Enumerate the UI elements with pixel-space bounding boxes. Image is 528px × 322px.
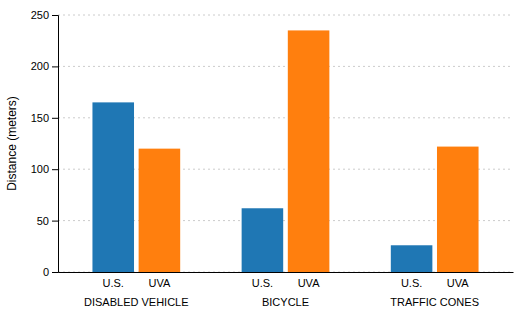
y-axis: 0 50 100 150 200 250 xyxy=(31,9,59,278)
series-tick-label: UVA xyxy=(298,277,320,289)
y-tick: 0 xyxy=(43,266,58,278)
y-tick-mark xyxy=(52,272,58,273)
y-tick-label: 100 xyxy=(31,163,49,175)
bar xyxy=(391,245,433,272)
x-labels: U.S. UVA DISABLED VEHICLE U.S. UVA BICYCLE U.S… xyxy=(84,277,479,308)
y-tick-mark xyxy=(52,221,58,222)
grid-line xyxy=(58,66,513,67)
series-tick-label: U.S. xyxy=(401,277,422,289)
y-tick-mark xyxy=(52,15,58,16)
y-tick-mark xyxy=(52,66,58,67)
chart: 0 50 100 150 200 250 Distance (meters) U.S. UVA D… xyxy=(0,0,528,322)
plot: 0 50 100 150 200 250 Distance (meters) U.S. UVA D… xyxy=(5,9,514,308)
y-tick: 250 xyxy=(31,9,58,21)
series-tick-label: U.S. xyxy=(252,277,273,289)
x-axis-line xyxy=(59,272,514,273)
series-tick-label: U.S. xyxy=(103,277,124,289)
y-tick: 200 xyxy=(31,60,58,72)
bar xyxy=(92,102,134,272)
y-axis-line xyxy=(52,16,59,273)
series-tick-label: UVA xyxy=(447,277,469,289)
category-label: BICYCLE xyxy=(262,296,309,308)
y-tick: 50 xyxy=(37,215,58,227)
y-tick-label: 150 xyxy=(31,112,49,124)
y-tick-mark xyxy=(52,169,58,170)
grid-line xyxy=(58,15,513,16)
bar xyxy=(139,149,181,272)
category-label: DISABLED VEHICLE xyxy=(84,296,189,308)
category-label: TRAFFIC CONES xyxy=(390,296,479,308)
bar xyxy=(288,30,330,272)
series-tick-label: UVA xyxy=(149,277,171,289)
y-tick-label: 0 xyxy=(43,266,49,278)
y-tick-mark xyxy=(52,118,58,119)
y-tick-label: 250 xyxy=(31,9,49,21)
y-tick: 150 xyxy=(31,112,58,124)
bars xyxy=(92,30,478,272)
grid xyxy=(58,15,513,272)
y-axis-title: Distance (meters) xyxy=(5,96,19,191)
bar xyxy=(242,208,284,272)
y-tick: 100 xyxy=(31,163,58,175)
bar xyxy=(437,147,479,272)
y-tick-label: 200 xyxy=(31,60,49,72)
x-axis xyxy=(59,272,514,273)
y-tick-label: 50 xyxy=(37,215,49,227)
